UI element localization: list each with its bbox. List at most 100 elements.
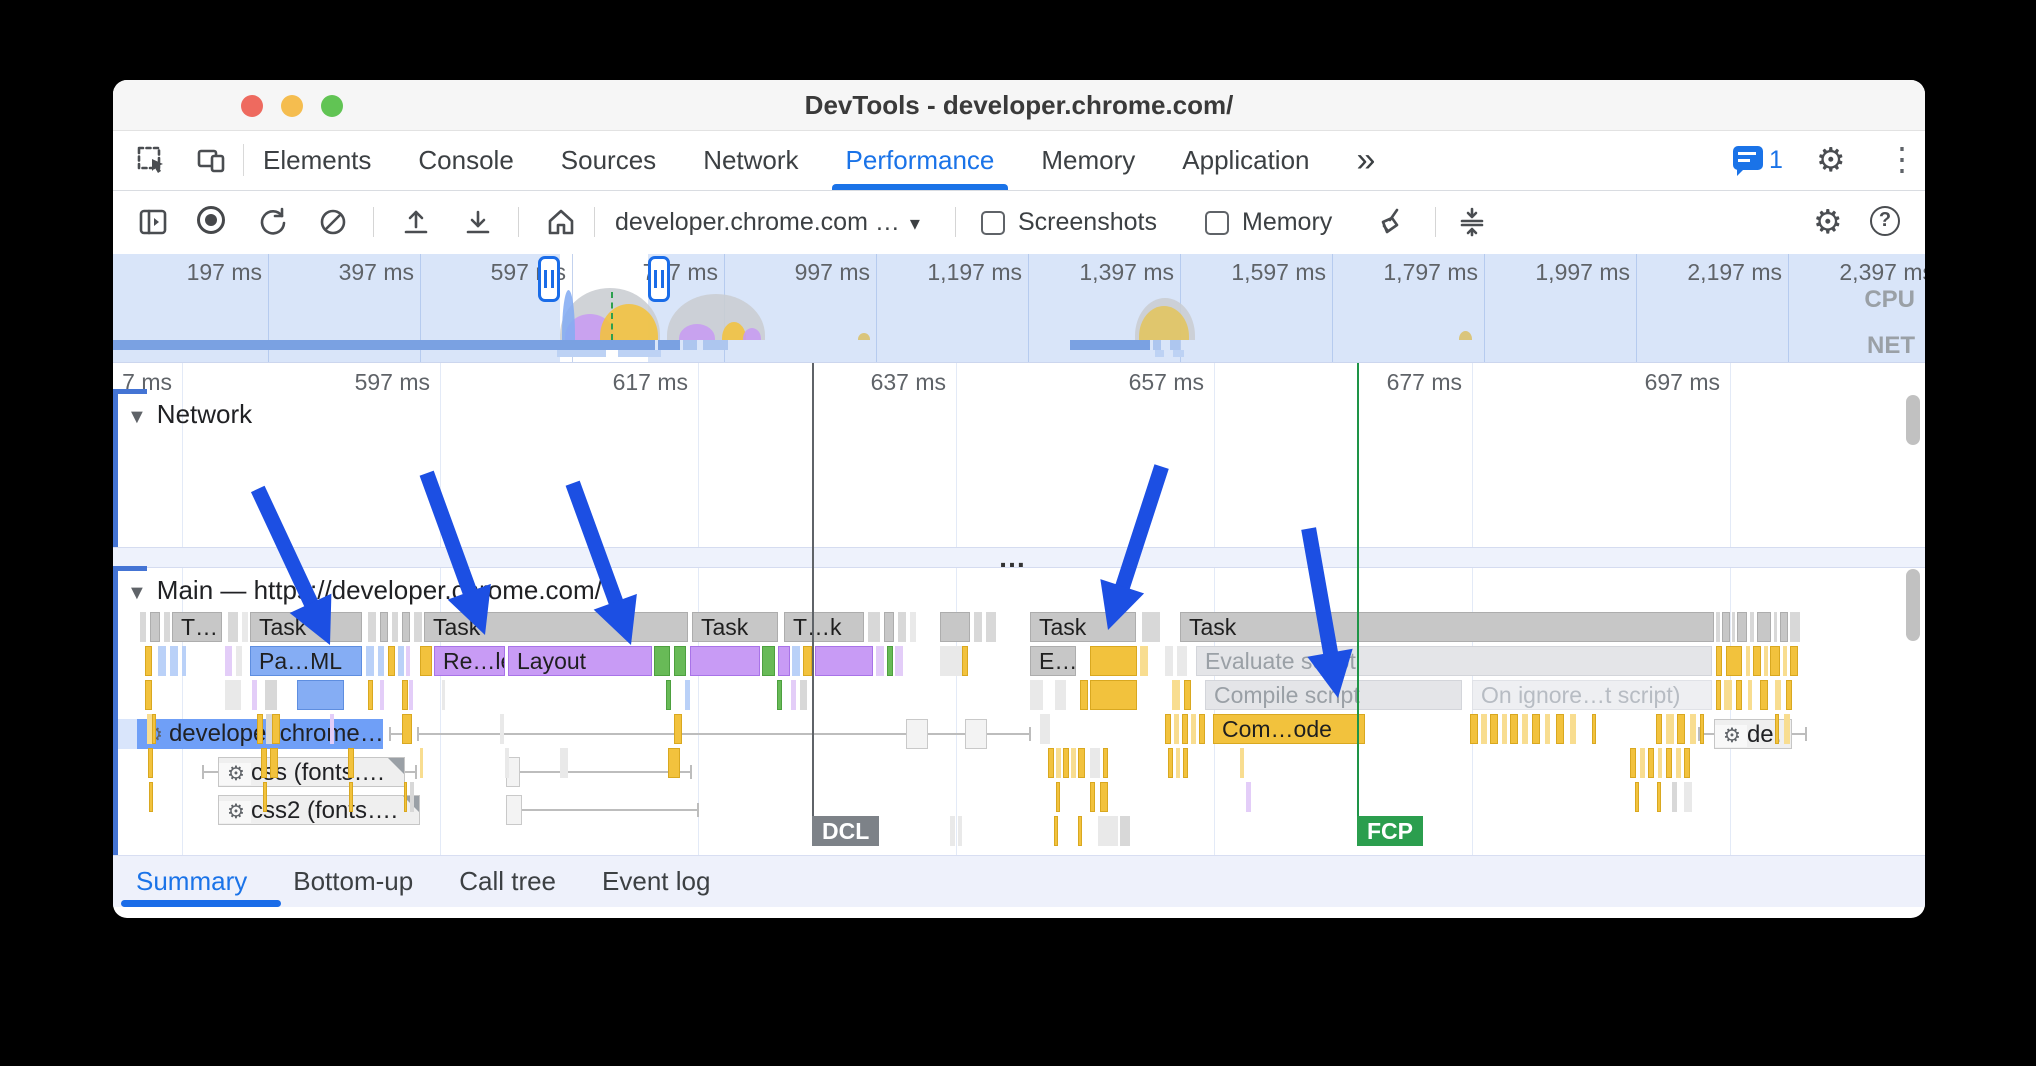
help-icon[interactable]: ?: [1870, 206, 1900, 236]
inspect-icon[interactable]: [135, 144, 167, 176]
flame-sliver[interactable]: [1490, 714, 1498, 744]
flame-sliver[interactable]: [170, 646, 178, 676]
flame-sliver[interactable]: [1191, 714, 1196, 744]
flame-sliver[interactable]: [1090, 646, 1137, 676]
flame-sliver[interactable]: [1746, 646, 1750, 676]
device-toolbar-icon[interactable]: [195, 144, 227, 176]
flame-sliver[interactable]: [778, 646, 790, 676]
more-options-icon[interactable]: ⋮: [1886, 141, 1918, 177]
flame-sliver[interactable]: [380, 612, 388, 642]
flame-sliver[interactable]: [1570, 714, 1576, 744]
marker-badge-dcl[interactable]: DCL: [812, 816, 880, 846]
flame-sliver[interactable]: [265, 680, 277, 710]
details-tab-call-tree[interactable]: Call tree: [459, 866, 557, 896]
flame-sliver[interactable]: [366, 646, 374, 676]
flame-sliver[interactable]: [420, 748, 423, 778]
flame-sliver[interactable]: [1656, 714, 1662, 744]
flame-sliver[interactable]: [1078, 816, 1082, 846]
request-block[interactable]: [965, 719, 987, 749]
selection-handle[interactable]: [538, 256, 560, 302]
flame-bar[interactable]: Evaluate script: [1196, 646, 1712, 676]
flame-sliver[interactable]: [500, 714, 504, 744]
close-window-button[interactable]: [241, 95, 263, 117]
flame-sliver[interactable]: [1722, 612, 1730, 642]
flame-sliver[interactable]: [1737, 612, 1747, 642]
flame-sliver[interactable]: [402, 680, 408, 710]
flame-sliver[interactable]: [1748, 680, 1752, 710]
collapse-triangle-icon[interactable]: ▼: [127, 406, 147, 428]
more-tabs-icon[interactable]: »: [1356, 141, 1376, 179]
tab-application[interactable]: Application: [1182, 145, 1310, 175]
flame-sliver[interactable]: [158, 646, 166, 676]
flame-sliver[interactable]: [148, 748, 153, 778]
flame-sliver[interactable]: [1648, 748, 1654, 778]
flame-sliver[interactable]: [1790, 646, 1798, 676]
network-scrollbar-thumb[interactable]: [1906, 395, 1920, 445]
flame-sliver[interactable]: [150, 612, 160, 642]
flame-sliver[interactable]: [940, 612, 970, 642]
flame-sliver[interactable]: [1098, 816, 1118, 846]
flame-sliver[interactable]: [1690, 714, 1696, 744]
flame-sliver[interactable]: [1165, 646, 1173, 676]
flame-sliver[interactable]: [674, 714, 682, 744]
flame-sliver[interactable]: [1080, 680, 1088, 710]
flame-sliver[interactable]: [225, 646, 232, 676]
flame-sliver[interactable]: [884, 612, 894, 642]
flame-sliver[interactable]: [685, 680, 690, 710]
flame-sliver[interactable]: [1510, 714, 1518, 744]
minimize-window-button[interactable]: [281, 95, 303, 117]
flame-sliver[interactable]: [1784, 714, 1790, 744]
clear-icon[interactable]: [317, 206, 349, 238]
flame-sliver[interactable]: [368, 680, 373, 710]
flame-sliver[interactable]: [1677, 714, 1685, 744]
flame-sliver[interactable]: [974, 612, 982, 642]
flame-sliver[interactable]: [1700, 714, 1704, 744]
flame-sliver[interactable]: [962, 646, 968, 676]
flame-sliver[interactable]: [1736, 680, 1742, 710]
flame-sliver[interactable]: [505, 748, 509, 778]
flame-bar[interactable]: Compile script: [1205, 680, 1462, 710]
memory-checkbox-row[interactable]: Memory: [1205, 191, 1332, 254]
network-section-header[interactable]: ▼ Network: [127, 399, 252, 430]
flame-sliver[interactable]: [410, 782, 414, 812]
flame-sliver[interactable]: [876, 646, 884, 676]
flame-sliver[interactable]: [402, 714, 412, 744]
flame-bar[interactable]: Task: [424, 612, 688, 642]
flame-sliver[interactable]: [1716, 646, 1722, 676]
toggle-sidebar-icon[interactable]: [137, 206, 169, 238]
tab-network[interactable]: Network: [703, 145, 799, 175]
flame-sliver[interactable]: [1790, 612, 1800, 642]
flame-sliver[interactable]: [762, 646, 775, 676]
collapse-triangle-icon[interactable]: ▼: [127, 582, 147, 604]
main-section-header[interactable]: ▼ Main — https://developer.chrome.com/: [127, 575, 602, 606]
flame-sliver[interactable]: [1658, 748, 1662, 778]
flame-bar[interactable]: T…k: [784, 612, 864, 642]
flame-sliver[interactable]: [414, 612, 422, 642]
flame-sliver[interactable]: [950, 816, 955, 846]
request-block[interactable]: [906, 719, 928, 749]
flame-sliver[interactable]: [1054, 816, 1058, 846]
flame-sliver[interactable]: [1724, 680, 1732, 710]
flame-sliver[interactable]: [420, 646, 432, 676]
flame-sliver[interactable]: [1657, 782, 1661, 812]
flame-sliver[interactable]: [182, 646, 186, 676]
flame-sliver[interactable]: [402, 612, 410, 642]
flame-sliver[interactable]: [145, 680, 152, 710]
flame-sliver[interactable]: [1103, 748, 1108, 778]
flame-sliver[interactable]: [1176, 748, 1180, 778]
flame-sliver[interactable]: [1470, 714, 1478, 744]
reload-record-icon[interactable]: [257, 206, 289, 238]
flame-bar[interactable]: Task: [692, 612, 778, 642]
flame-sliver[interactable]: [272, 714, 280, 744]
flame-sliver[interactable]: [1246, 782, 1251, 812]
flame-sliver[interactable]: [1592, 714, 1596, 744]
flame-sliver[interactable]: [666, 680, 671, 710]
collapsed-tracks-band[interactable]: …: [113, 542, 1925, 573]
flame-bar[interactable]: On ignore…t script): [1472, 680, 1712, 710]
flame-sliver[interactable]: [1182, 714, 1188, 744]
capture-settings-gear-icon[interactable]: ⚙: [1813, 203, 1843, 240]
flame-sliver[interactable]: [815, 646, 873, 676]
flame-sliver[interactable]: [349, 782, 353, 812]
maximize-window-button[interactable]: [321, 95, 343, 117]
tab-sources[interactable]: Sources: [560, 145, 657, 175]
